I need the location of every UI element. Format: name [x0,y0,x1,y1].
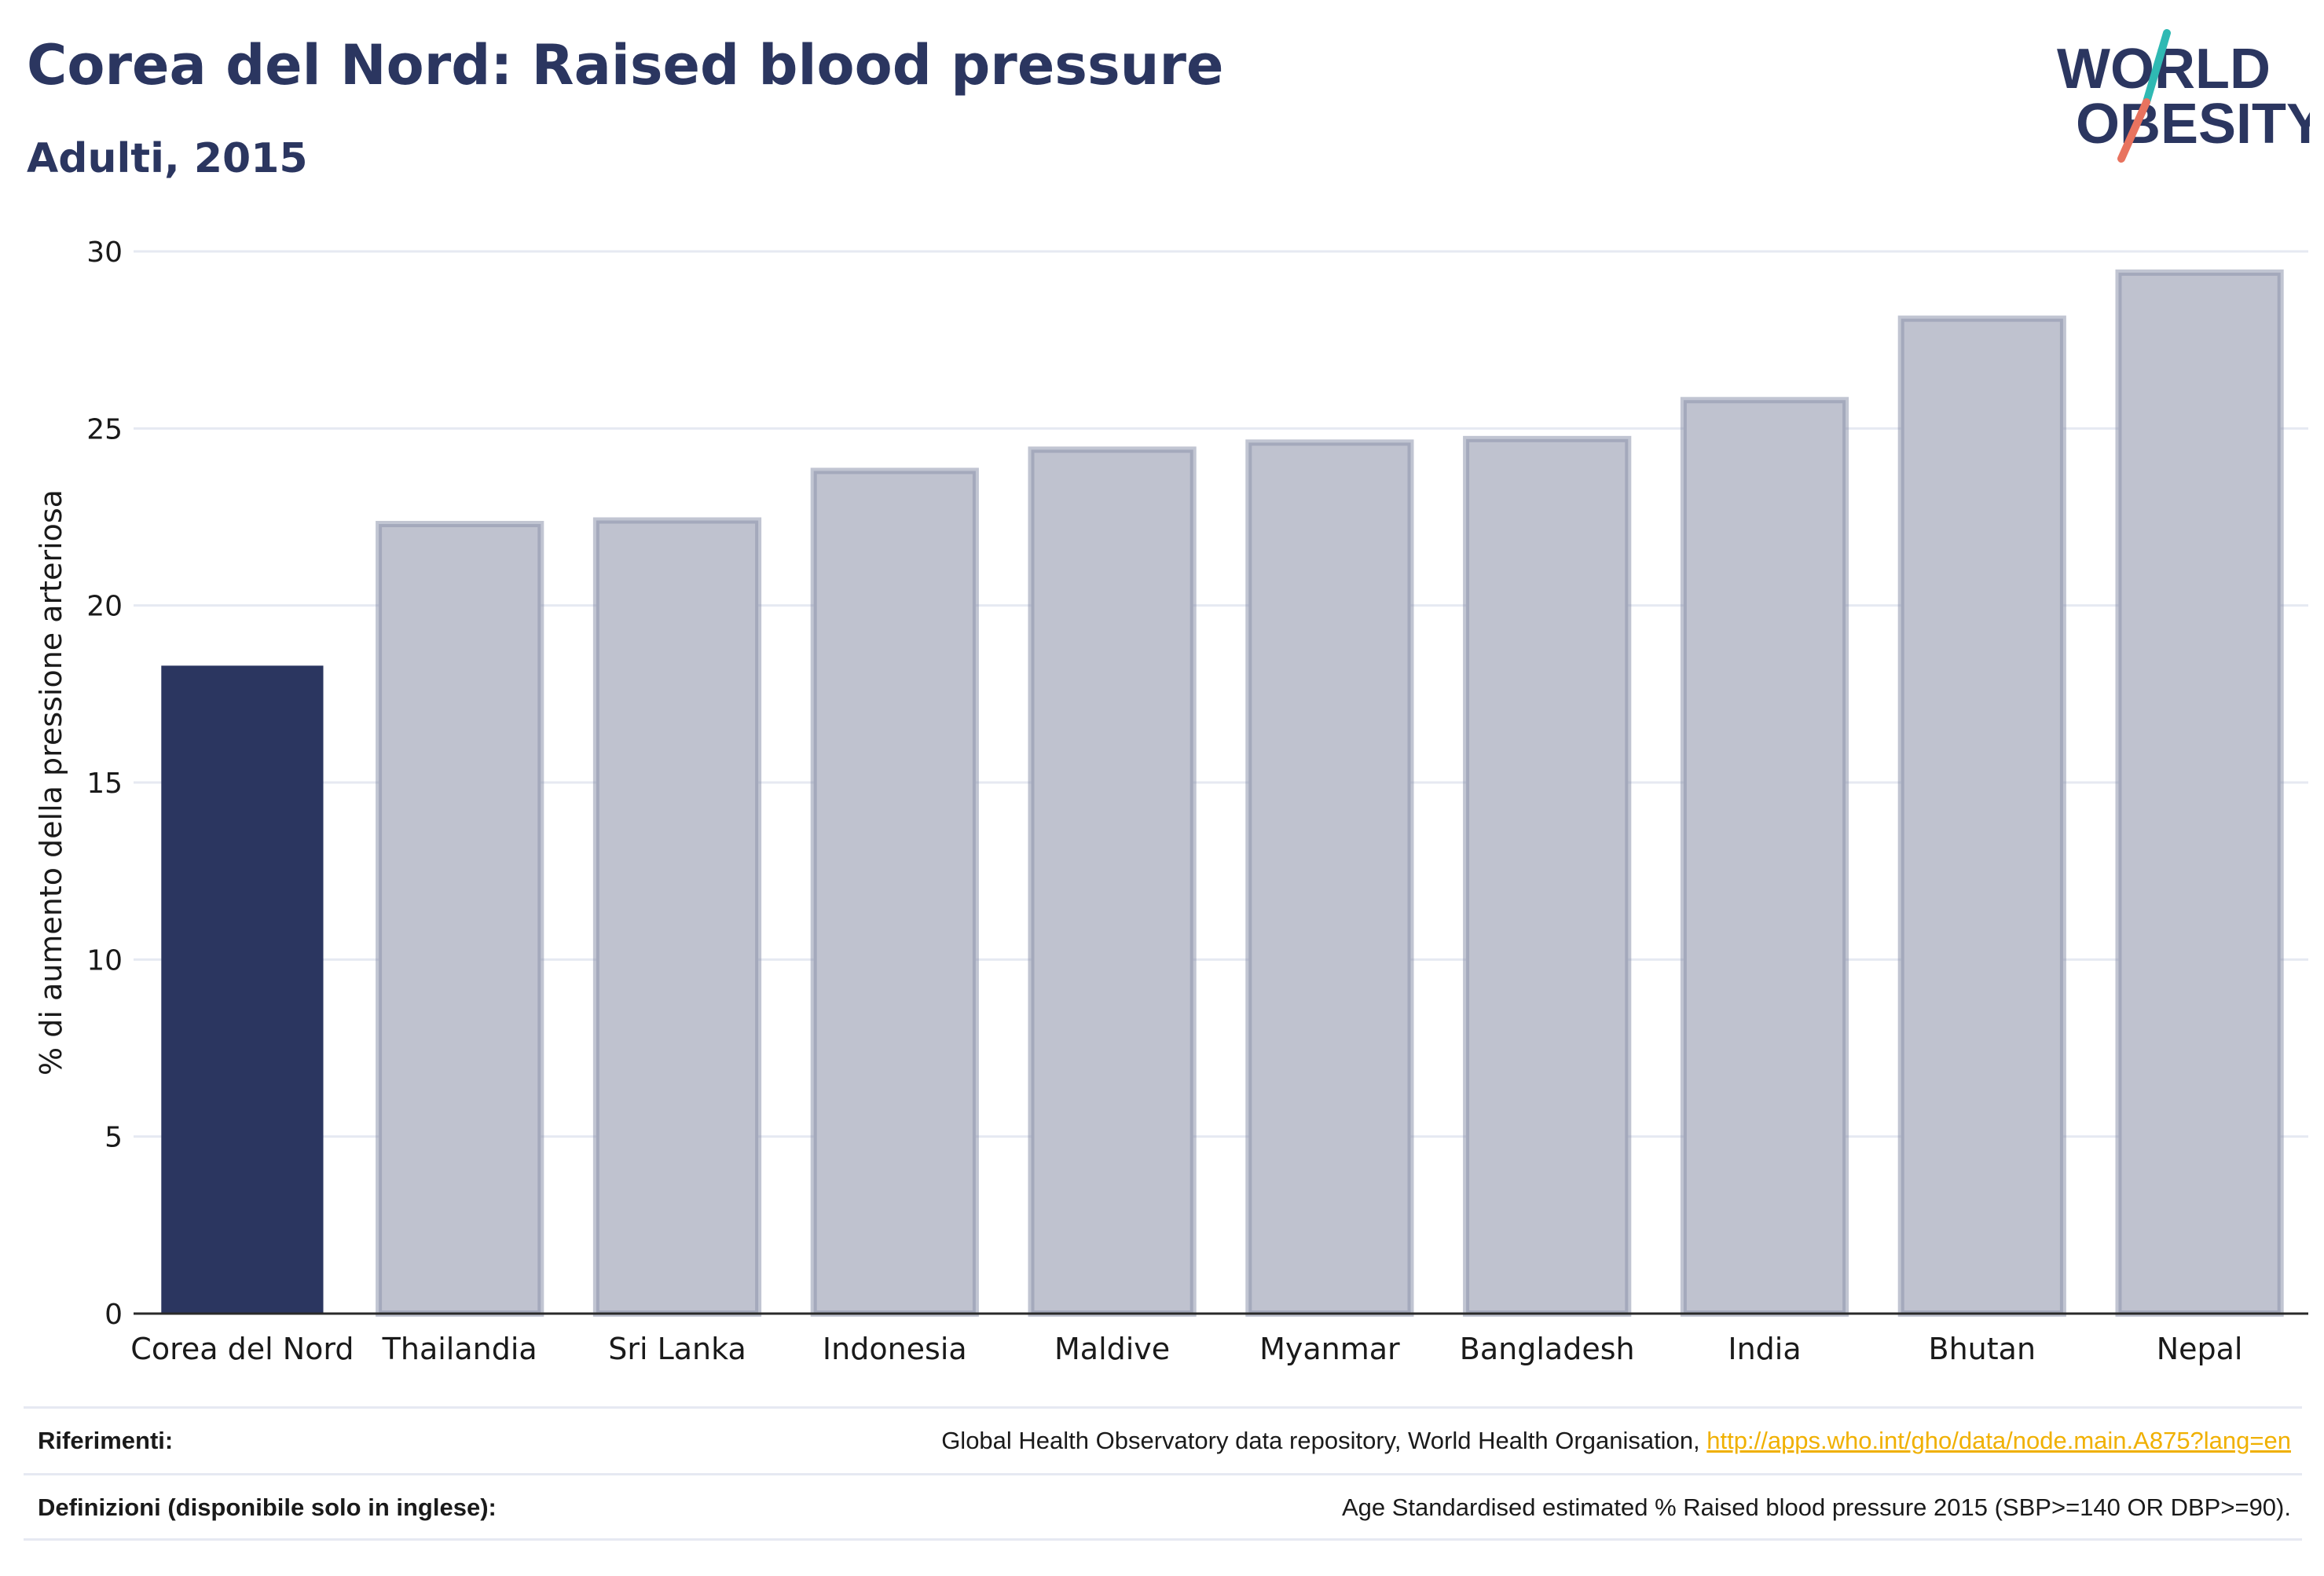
axes: 0 5 10 15 20 25 30 Corea del Nord Thailandia Sri … [86,236,2308,1366]
x-tick-label: Myanmar [1259,1332,1400,1366]
references-text: Global Health Observatory data repositor… [941,1427,1707,1454]
bar[interactable] [1897,315,2066,1317]
logo-slash-bottom [2117,98,2150,163]
y-tick-label: 25 [86,413,123,445]
y-tick-label: 20 [86,591,123,623]
x-tick-label: Indonesia [823,1332,967,1366]
bar[interactable] [592,517,762,1317]
x-tick-label: India [1728,1332,1801,1366]
y-tick-label: 10 [86,944,123,977]
x-tick-label: Nepal [2157,1332,2243,1366]
definitions-row: Definizioni (disponibile solo in inglese… [24,1473,2302,1540]
x-tick-label: Bangladesh [1460,1332,1635,1366]
bar-chart: 0 5 10 15 20 25 30 Corea del Nord Thailandia Sri … [34,236,2308,1366]
y-axis-label: % di aumento della pressione arteriosa [34,489,68,1076]
bar[interactable] [1680,397,1849,1317]
y-tick-label: 30 [86,236,123,269]
references-value: Global Health Observatory data repositor… [941,1427,2291,1455]
definitions-text: Age Standardised estimated % Raised bloo… [1341,1494,2291,1521]
logo-line2: OBESITY [2076,93,2310,156]
bar[interactable] [376,521,544,1317]
y-tick-label: 5 [104,1122,123,1154]
references-row: Riferimenti: Global Health Observatory d… [24,1406,2302,1473]
bar[interactable] [161,665,324,1314]
x-tick-label: Thailandia [382,1332,537,1366]
bar[interactable] [1028,446,1197,1318]
bar[interactable] [810,467,979,1317]
x-tick-label: Bhutan [1929,1332,2036,1366]
world-obesity-logo: WORLD OBESITY [2057,29,2310,163]
x-tick-label: Sri Lanka [608,1332,746,1366]
references-label: Riferimenti: [38,1427,174,1454]
bar[interactable] [1245,439,1414,1317]
chart-subtitle: Adulti, 2015 [27,135,308,182]
definitions-label: Definizioni (disponibile solo in inglese… [38,1494,497,1521]
bars [161,269,2284,1318]
bar[interactable] [1463,435,1632,1317]
chart-title: Corea del Nord: Raised blood pressure [27,33,1224,97]
x-tick-label: Maldive [1054,1332,1170,1366]
x-tick-label: Corea del Nord [130,1332,354,1366]
y-tick-label: 15 [86,768,123,800]
bar[interactable] [2115,269,2284,1317]
footer-divider [24,1538,2302,1541]
y-tick-label: 0 [104,1299,123,1331]
references-link[interactable]: http://apps.who.int/gho/data/node.main.A… [1706,1427,2291,1454]
logo-slash-top [2143,29,2171,106]
